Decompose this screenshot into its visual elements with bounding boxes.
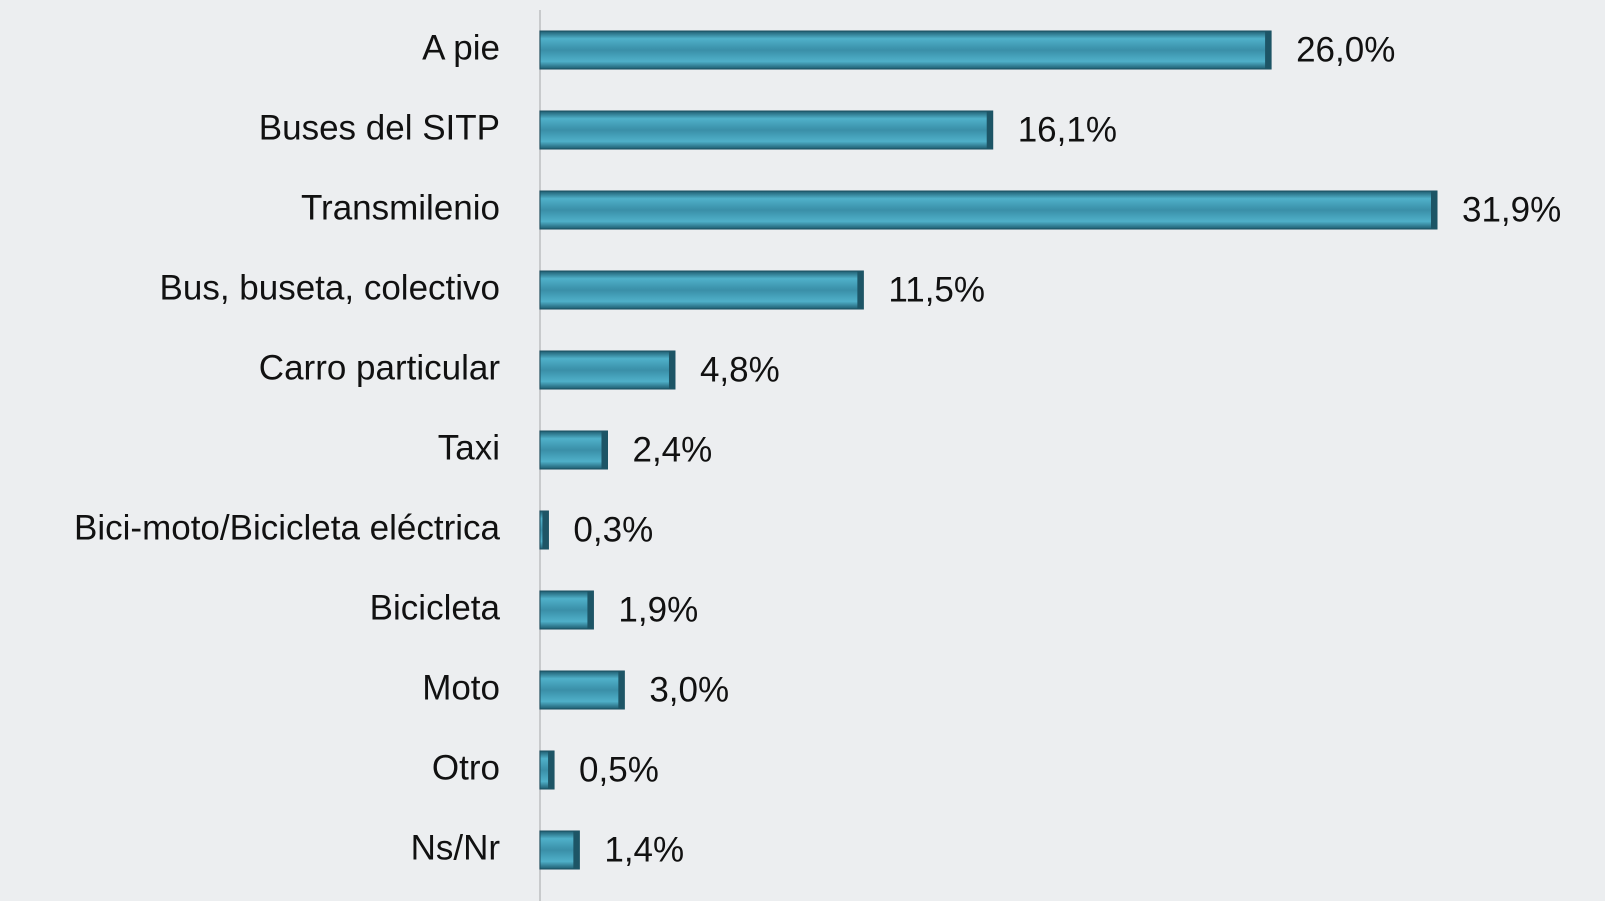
category-label: Moto xyxy=(422,668,500,707)
bar xyxy=(539,270,864,310)
bar-end xyxy=(573,831,580,869)
bar-end xyxy=(601,431,608,469)
bar-end xyxy=(857,271,864,309)
value-label: 4,8% xyxy=(700,350,780,389)
bar xyxy=(539,190,1438,230)
value-label: 0,5% xyxy=(579,750,659,789)
value-label: 11,5% xyxy=(888,270,985,309)
category-label: A pie xyxy=(422,28,500,67)
value-label: 0,3% xyxy=(573,510,653,549)
value-label: 16,1% xyxy=(1018,110,1117,149)
bar xyxy=(539,670,625,710)
value-label: 1,9% xyxy=(618,590,698,629)
bar-end xyxy=(587,591,594,629)
bar-end xyxy=(986,111,993,149)
category-label: Buses del SITP xyxy=(259,108,500,147)
value-label: 2,4% xyxy=(632,430,712,469)
category-label: Ns/Nr xyxy=(411,828,501,867)
bar xyxy=(539,830,580,870)
bar-end xyxy=(542,511,549,549)
category-label: Taxi xyxy=(438,428,500,467)
bar-end xyxy=(668,351,675,389)
bar-end xyxy=(1265,31,1272,69)
category-label: Carro particular xyxy=(259,348,501,387)
bar-end xyxy=(1431,191,1437,229)
bar-end xyxy=(548,751,555,789)
bar xyxy=(539,30,1272,70)
bar xyxy=(539,350,676,390)
category-label: Transmilenio xyxy=(301,188,500,227)
category-label: Bicicleta xyxy=(370,588,501,627)
value-label: 3,0% xyxy=(649,670,729,709)
value-label: 26,0% xyxy=(1296,30,1395,69)
category-label: Otro xyxy=(432,748,500,787)
category-label: Bus, buseta, colectivo xyxy=(160,268,500,307)
bar xyxy=(539,590,594,630)
category-label: Bici-moto/Bicicleta eléctrica xyxy=(74,508,500,547)
value-label: 31,9% xyxy=(1462,190,1561,229)
bar xyxy=(539,110,994,150)
bar xyxy=(539,430,608,470)
value-label: 1,4% xyxy=(604,830,684,869)
bar-end xyxy=(618,671,625,709)
